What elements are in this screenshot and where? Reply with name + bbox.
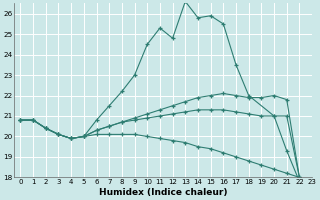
X-axis label: Humidex (Indice chaleur): Humidex (Indice chaleur) bbox=[99, 188, 227, 197]
